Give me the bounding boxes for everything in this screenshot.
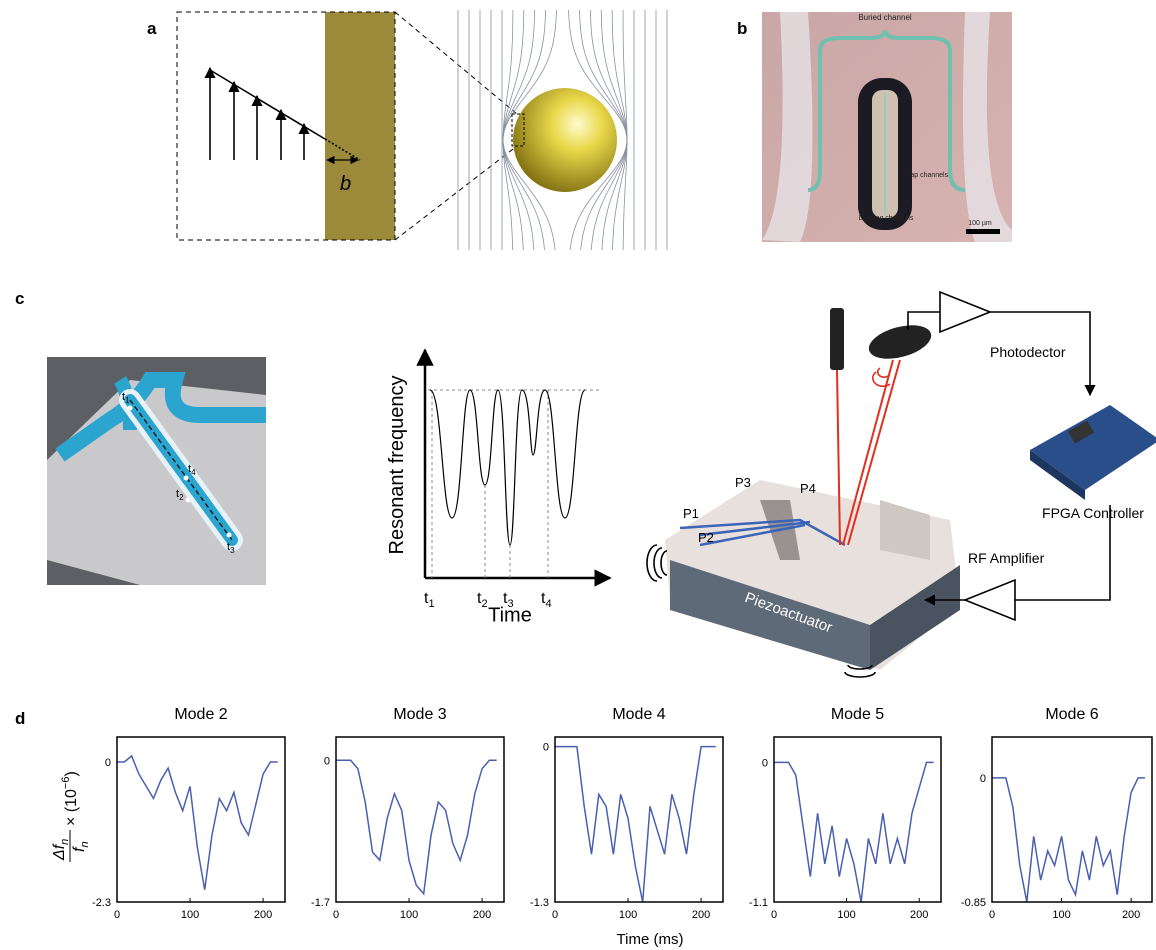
x-tick-label: 200 <box>1122 909 1140 921</box>
trace <box>992 778 1145 902</box>
figure: a b b Buried channel Trap channels Loadi… <box>0 0 1156 950</box>
time-label: t1 <box>424 590 435 610</box>
x-tick-label: 200 <box>692 909 710 921</box>
fpga-board <box>1030 405 1156 500</box>
x-tick-label: 0 <box>333 909 339 921</box>
y-tick-label: -1.7 <box>311 897 330 909</box>
x-tick-label: 100 <box>400 909 418 921</box>
x-tick-label: 200 <box>910 909 928 921</box>
trace <box>555 747 716 902</box>
y-tick-label: 0 <box>762 757 768 769</box>
panel-label: a <box>147 19 157 38</box>
time-label: t2 <box>477 590 488 610</box>
y-tick-label: -2.3 <box>92 897 111 909</box>
slip-length: b <box>340 173 351 195</box>
chart-title: Mode 2 <box>174 706 227 723</box>
plot-frame <box>774 737 941 902</box>
annotation: Trap channels <box>904 172 949 179</box>
scale-bar <box>966 229 1000 234</box>
x-tick-label: 0 <box>771 909 777 921</box>
axis-label: Time <box>488 605 532 627</box>
panel-label: b <box>737 19 747 38</box>
time-label: t4 <box>541 590 552 610</box>
x-tick-label: 0 <box>114 909 120 921</box>
panel-label: d <box>15 709 25 728</box>
y-tick-label: -1.1 <box>749 897 768 909</box>
trace <box>117 756 278 890</box>
trace <box>774 762 934 902</box>
axis-label: Resonant frequency <box>386 375 408 554</box>
wall <box>880 500 930 560</box>
y-tick-label: 0 <box>324 755 330 767</box>
port-label: P1 <box>683 506 699 521</box>
port-label: P3 <box>735 475 751 490</box>
factor: × (10−6) <box>60 771 80 826</box>
annotation: Loading channels <box>859 215 914 222</box>
label: FPGA Controller <box>1042 505 1144 521</box>
x-tick-label: 100 <box>1052 909 1070 921</box>
zoom-lines <box>395 12 517 240</box>
numerator: Δfn <box>51 839 71 861</box>
x-tick-label: 200 <box>254 909 272 921</box>
scale-label: 100 µm <box>968 220 992 227</box>
photodetector <box>865 319 935 365</box>
label: RF Amplifier <box>968 550 1045 566</box>
y-tick-label: 0 <box>543 742 549 754</box>
laser <box>830 308 844 370</box>
y-tick-label: 0 <box>105 757 111 769</box>
x-tick-label: 100 <box>619 909 637 921</box>
port-label: P2 <box>698 530 714 545</box>
plot-frame <box>992 737 1152 902</box>
plot-frame <box>555 737 723 902</box>
trace <box>336 760 497 893</box>
chart-title: Mode 6 <box>1045 706 1098 723</box>
y-tick-label: -1.3 <box>530 897 549 909</box>
x-tick-label: 100 <box>181 909 199 921</box>
y-tick-label: -0.85 <box>961 897 986 909</box>
x-tick-label: 0 <box>552 909 558 921</box>
y-tick-label: 0 <box>980 773 986 785</box>
chart-title: Mode 3 <box>393 706 446 723</box>
schematic-plot <box>425 350 610 578</box>
denominator: fn <box>71 841 91 852</box>
chart-title: Mode 5 <box>831 706 884 723</box>
annotation: Buried channel <box>858 13 912 22</box>
x-tick-label: 0 <box>989 909 995 921</box>
plot-frame <box>336 737 504 902</box>
y-axis-label: Δfn fn × (10−6) <box>51 771 91 862</box>
port-label: P4 <box>800 481 816 496</box>
chart-title: Mode 4 <box>612 706 665 723</box>
label: Photodector <box>990 344 1066 360</box>
x-tick-label: 200 <box>473 909 491 921</box>
wall <box>325 12 395 240</box>
panel-label: c <box>15 289 24 308</box>
x-tick-label: 100 <box>837 909 855 921</box>
particle <box>513 88 617 192</box>
plot-frame <box>117 737 285 902</box>
axis-label: Time (ms) <box>617 931 684 948</box>
